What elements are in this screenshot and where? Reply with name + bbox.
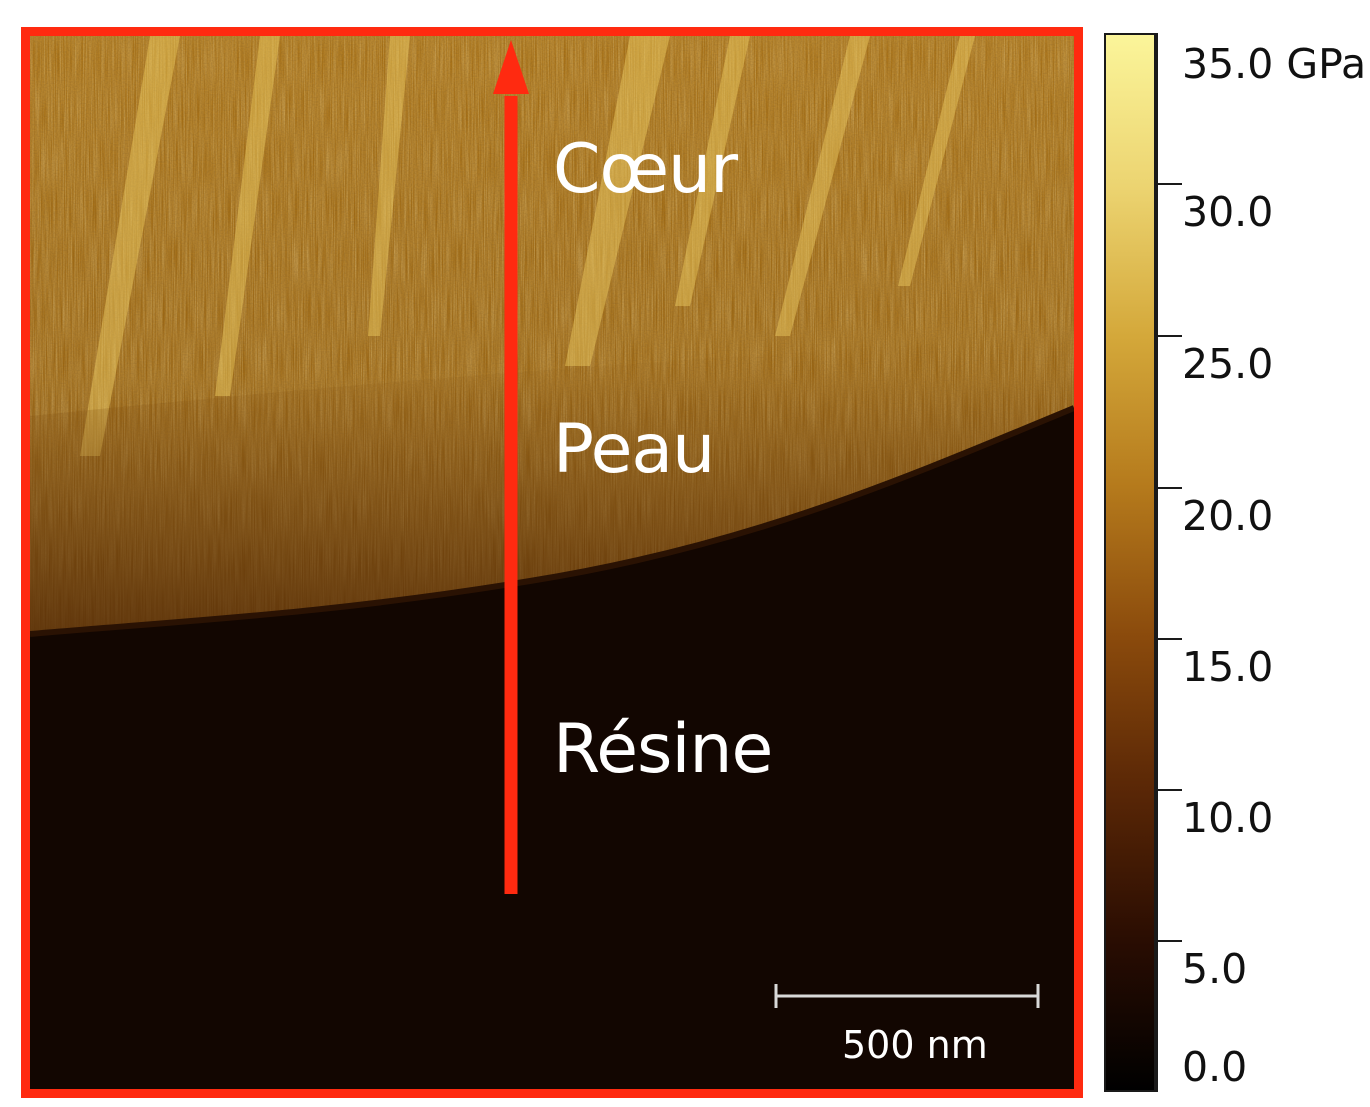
colorbar-tick-label: 0.0 [1182,1043,1248,1091]
colorbar-tick [1156,335,1182,337]
region-label-skin: Peau [553,410,715,489]
direction-arrow-head [493,40,529,94]
colorbar-tick [1156,638,1182,640]
colorbar-tick-label: 5.0 [1182,945,1248,993]
micrograph-image [30,36,1074,1089]
colorbar [1104,33,1156,1092]
colorbar-tick [1156,487,1182,489]
colorbar-tick-label: 35.0 GPa [1182,40,1367,88]
micrograph-frame: Cœur Peau Résine 500 nm [21,27,1083,1098]
colorbar-tick-label: 10.0 [1182,794,1274,842]
colorbar-tick-label: 30.0 [1182,188,1274,236]
fiber-region [30,36,1074,634]
region-label-resin: Résine [553,710,773,789]
colorbar-tick [1156,183,1182,185]
colorbar-tick [1156,940,1182,942]
colorbar-tick-label: 20.0 [1182,492,1274,540]
scale-bar [774,984,1040,1008]
colorbar-axis [1156,33,1158,1092]
region-label-core: Cœur [553,130,738,209]
colorbar-tick [1156,789,1182,791]
scale-bar-label: 500 nm [842,1023,988,1067]
colorbar-tick-label: 25.0 [1182,340,1274,388]
colorbar-tick-label: 15.0 [1182,643,1274,691]
interface-line [30,405,1074,637]
